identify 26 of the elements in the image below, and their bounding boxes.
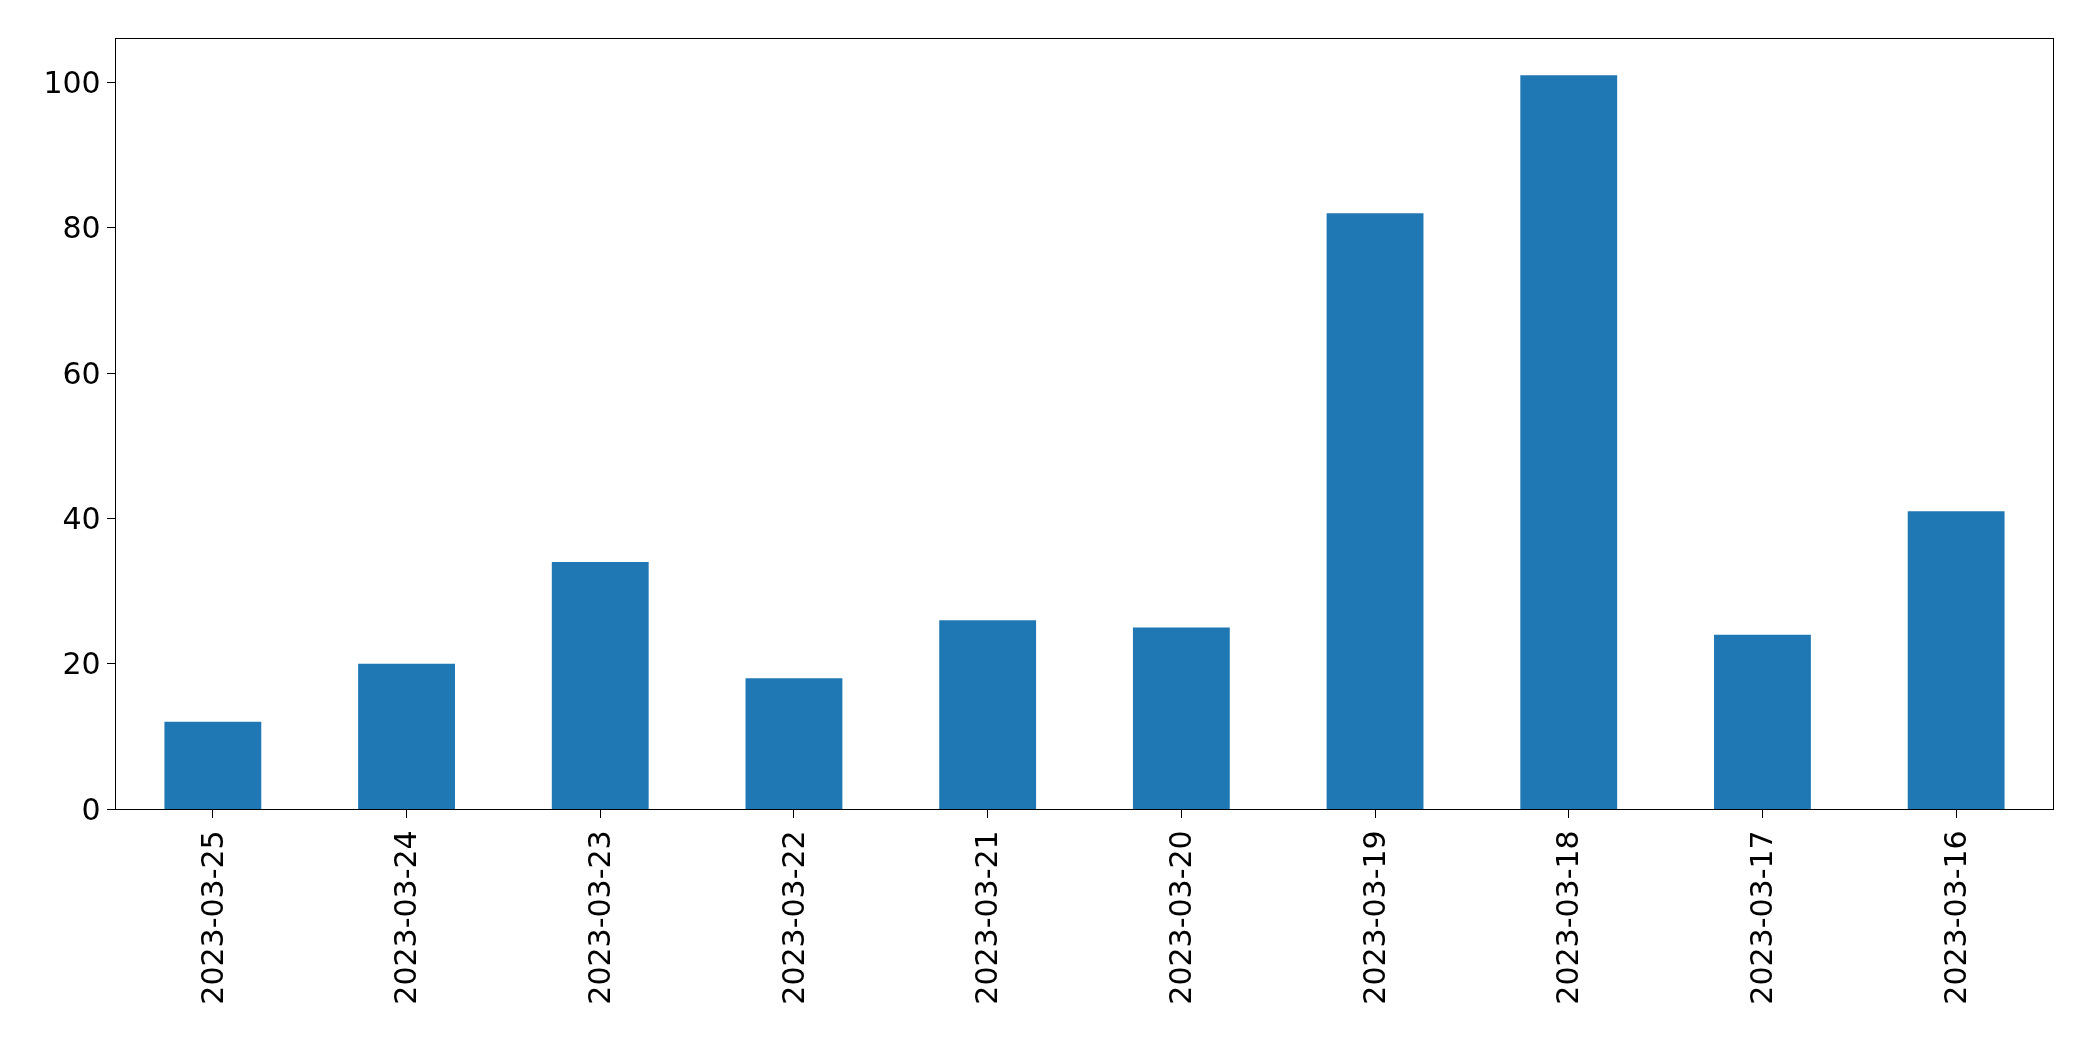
y-tick-label: 100 xyxy=(43,65,101,101)
bar xyxy=(551,562,649,809)
bar xyxy=(745,678,843,809)
x-tick-label: 2023-03-23 xyxy=(582,830,617,1005)
bar xyxy=(1520,75,1618,809)
x-tick-label: 2023-03-24 xyxy=(388,830,424,1005)
bar xyxy=(358,663,455,809)
x-tick-label: 2023-03-20 xyxy=(1163,830,1199,1005)
x-tick-label: 2023-03-17 xyxy=(1744,830,1780,1005)
x-tick-label: 2023-03-21 xyxy=(969,830,1005,1005)
y-tick-label: 40 xyxy=(62,500,101,536)
x-tick-label: 2023-03-18 xyxy=(1550,830,1586,1005)
y-tick-label: 80 xyxy=(62,210,101,246)
y-tick-label: 20 xyxy=(62,646,101,682)
bar xyxy=(939,620,1037,809)
x-tick-label: 2023-03-22 xyxy=(775,830,811,1005)
bar xyxy=(164,721,262,809)
bar xyxy=(1132,627,1230,809)
x-tick-label: 2023-03-16 xyxy=(1937,830,1973,1005)
bar xyxy=(1907,511,2005,809)
x-tick-label: 2023-03-19 xyxy=(1356,830,1392,1005)
y-tick-label: 60 xyxy=(62,355,101,391)
y-tick-label: 0 xyxy=(81,791,101,827)
x-tick-label: 2023-03-25 xyxy=(194,830,230,1005)
bar xyxy=(1326,213,1424,809)
bar xyxy=(1714,634,1811,809)
